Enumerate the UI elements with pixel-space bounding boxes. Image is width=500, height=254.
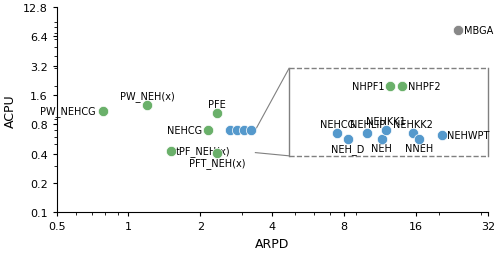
Point (240, 129, 248, 133)
Point (386, 84, 394, 88)
Point (454, 29, 462, 33)
Point (246, 129, 254, 133)
Text: NEHCG: NEHCG (167, 125, 202, 135)
Point (98, 109, 106, 114)
X-axis label: ARPD: ARPD (255, 237, 290, 250)
Text: NEHKK2: NEHKK2 (392, 119, 432, 130)
Point (213, 151, 221, 155)
Point (415, 137, 423, 141)
Text: NHPF1: NHPF1 (352, 81, 385, 91)
Point (166, 149, 174, 153)
Text: PFT_NEH(x): PFT_NEH(x) (189, 157, 246, 168)
Text: tPF_NEH(x): tPF_NEH(x) (176, 146, 231, 156)
Text: NEHKK1: NEHKK1 (366, 116, 406, 126)
Text: NEHWPT: NEHWPT (447, 131, 490, 140)
Point (438, 134, 446, 138)
Text: NEH_D: NEH_D (331, 143, 364, 154)
Point (334, 132, 342, 136)
Text: NEHLIP: NEHLIP (350, 119, 385, 130)
Text: MBGA: MBGA (464, 26, 493, 36)
Point (204, 129, 212, 133)
Point (233, 129, 241, 133)
Text: NEH: NEH (372, 143, 392, 153)
Point (382, 129, 390, 133)
Text: NEHCG: NEHCG (320, 119, 355, 130)
Point (226, 129, 234, 133)
Text: NHPF2: NHPF2 (408, 81, 440, 91)
Point (378, 137, 386, 141)
Point (213, 112, 221, 116)
Text: PFE: PFE (208, 99, 226, 109)
Point (408, 132, 416, 136)
Point (398, 84, 406, 88)
Text: NNEH: NNEH (405, 143, 434, 153)
Point (144, 104, 152, 108)
Text: PW_NEH(x): PW_NEH(x) (120, 91, 175, 102)
Point (363, 132, 371, 136)
Y-axis label: ACPU: ACPU (4, 93, 17, 127)
Point (344, 137, 352, 141)
Text: PW_NEHCG: PW_NEHCG (40, 106, 96, 117)
